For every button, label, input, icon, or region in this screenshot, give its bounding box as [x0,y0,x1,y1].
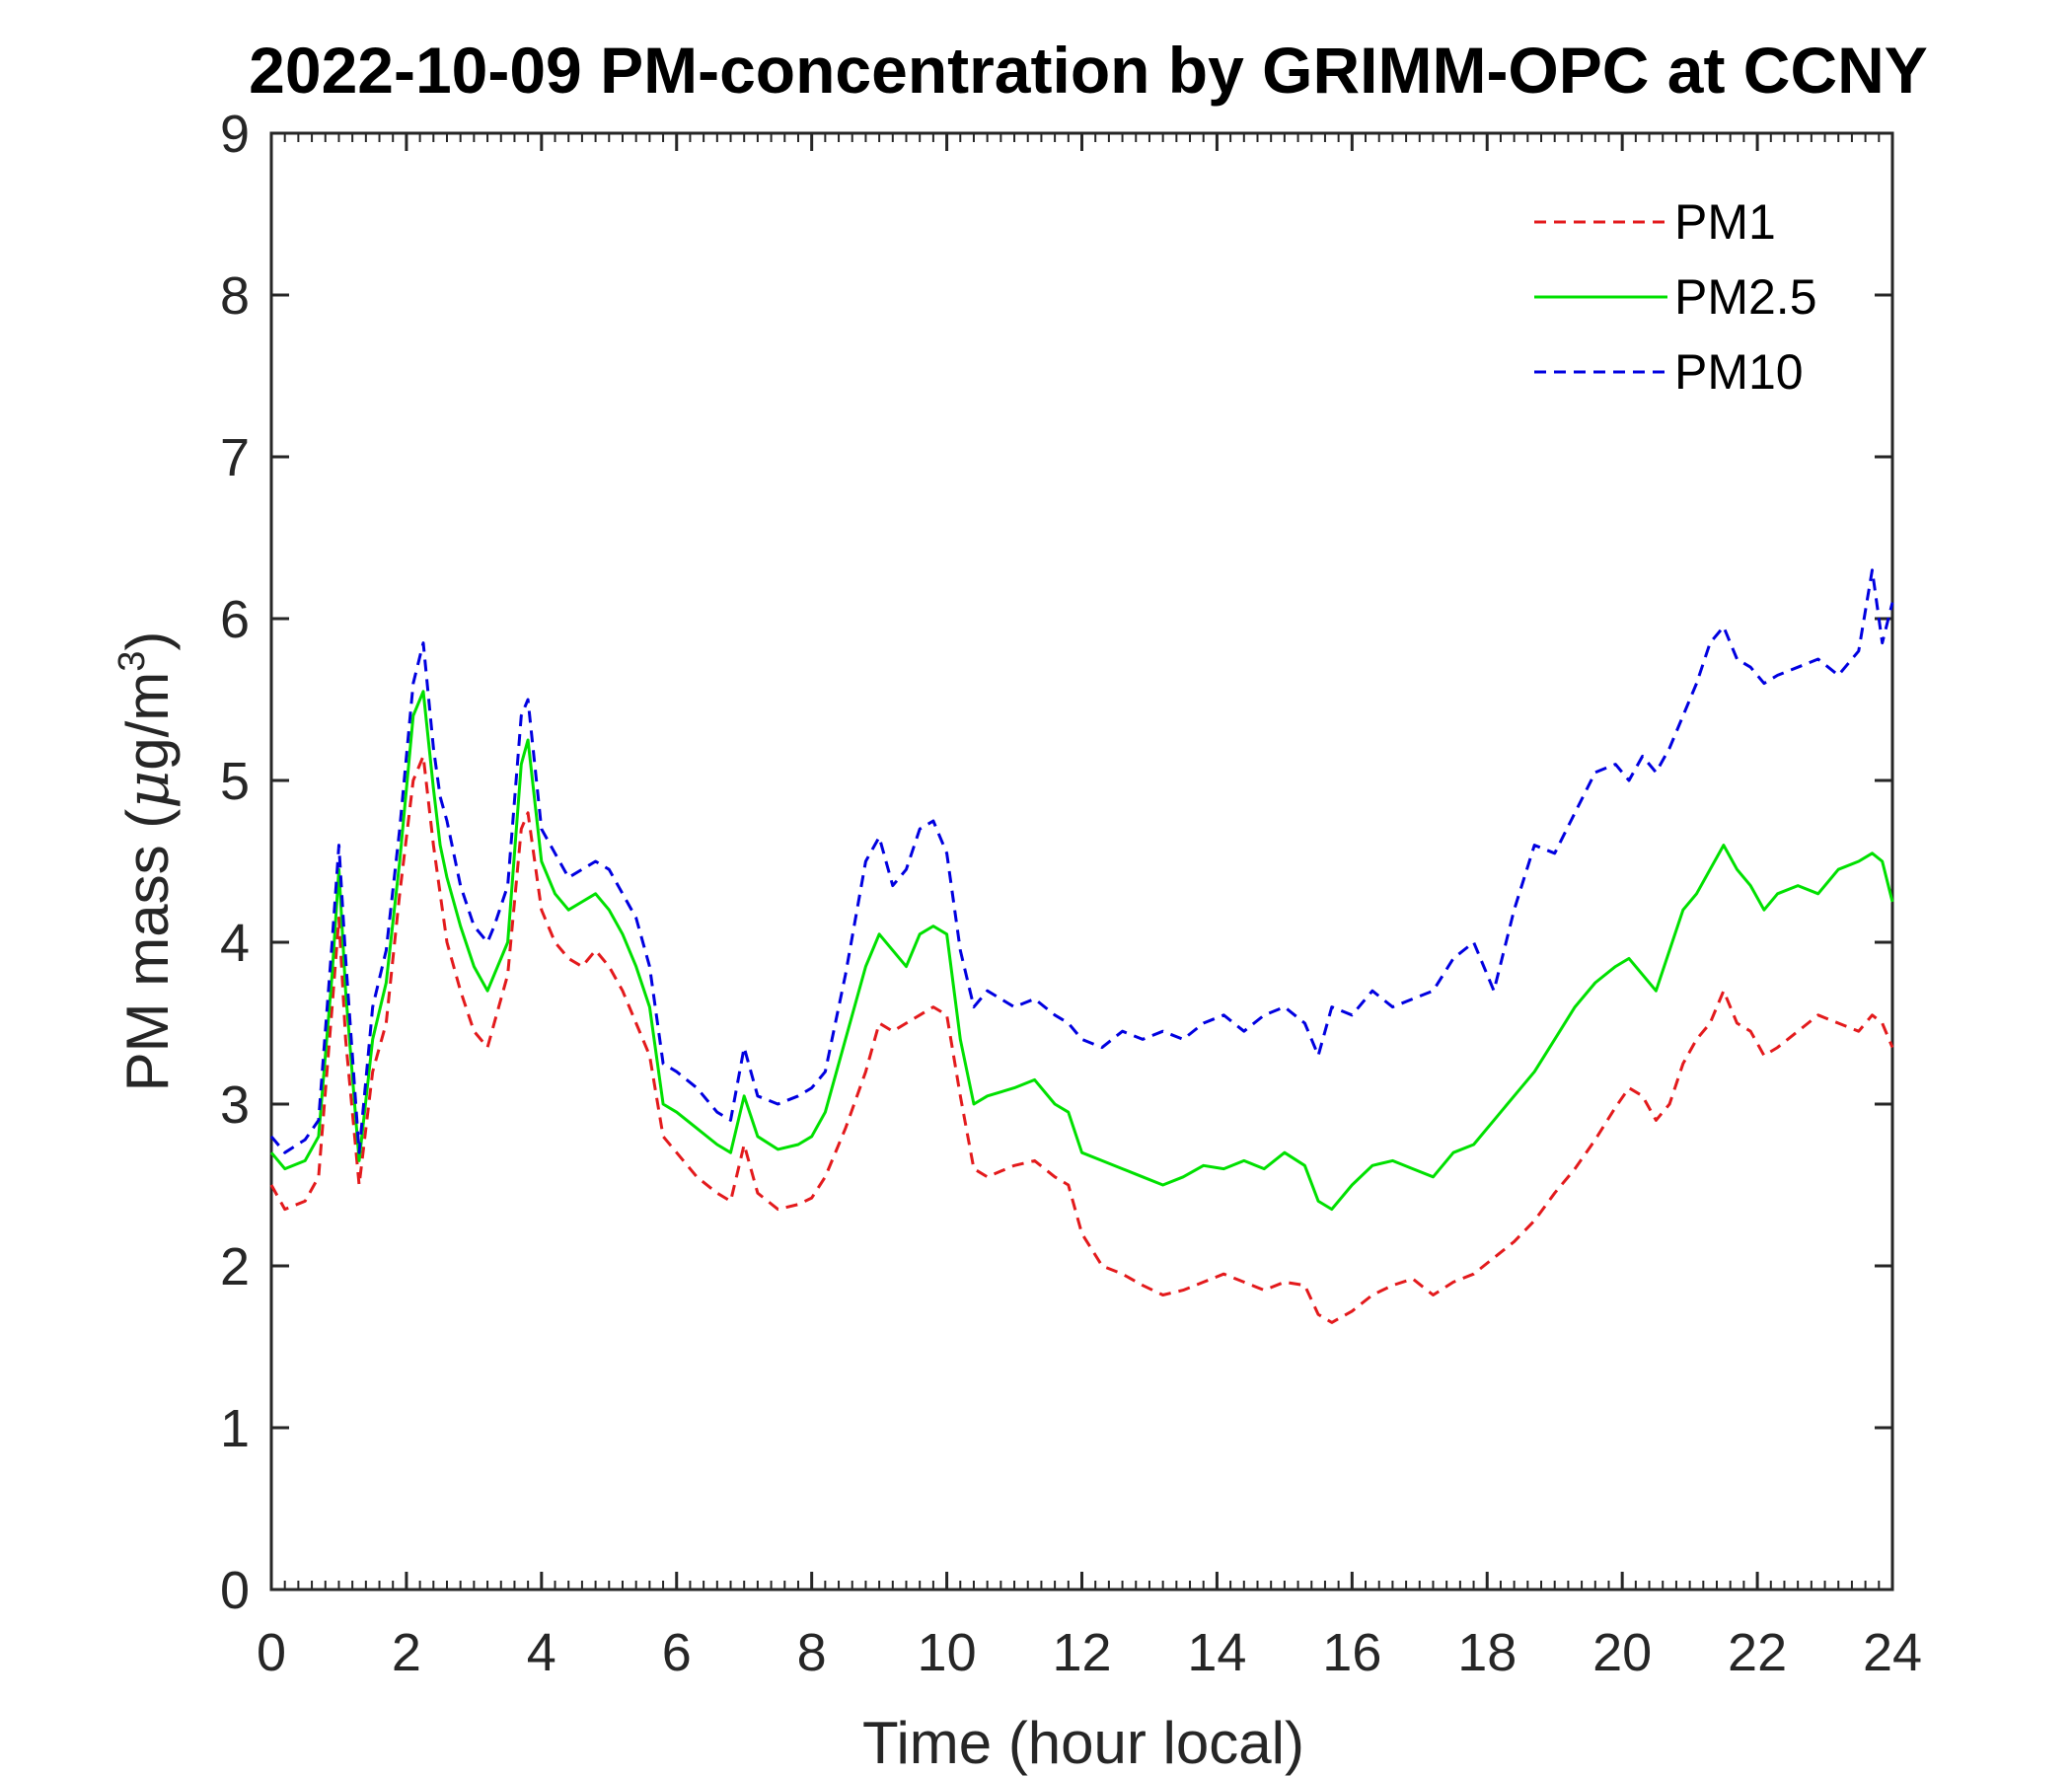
y-tick-label: 8 [220,266,250,326]
x-tick-label: 12 [1052,1623,1111,1682]
x-tick-label: 16 [1322,1623,1381,1682]
y-tick-label: 1 [220,1399,250,1458]
x-tick-label: 4 [527,1623,556,1682]
x-tick-label: 18 [1457,1623,1517,1682]
x-tick-label: 0 [257,1623,286,1682]
x-tick-label: 6 [662,1623,692,1682]
x-tick-label: 8 [797,1623,827,1682]
legend-label-pm25: PM2.5 [1674,269,1817,325]
y-tick-label: 7 [220,428,250,487]
legend: PM1 PM2.5 PM10 [1534,194,1817,400]
major-ticks [269,131,1894,1591]
x-tick-label: 14 [1187,1623,1246,1682]
y-axis-label-suffix: ) [114,631,181,651]
y-tick-label: 3 [220,1075,250,1135]
legend-label-pm1: PM1 [1674,194,1776,250]
x-tick-labels: 0 2 4 6 8 10 12 14 16 18 20 22 24 [257,1623,1922,1682]
y-axis-label-prefix: PM mass ( [114,809,181,1092]
y-tick-label: 5 [220,752,250,811]
y-tick-label: 6 [220,590,250,649]
x-tick-label: 10 [918,1623,977,1682]
y-axis-label-exponent: 3 [111,651,153,672]
minor-ticks [270,133,1893,1590]
series-line-pm25 [269,690,1894,1212]
legend-label-pm10: PM10 [1674,344,1804,400]
x-tick-label: 24 [1863,1623,1922,1682]
series-line-pm10 [269,568,1894,1154]
series-line-pm1 [269,754,1894,1324]
x-tick-label: 22 [1728,1623,1787,1682]
y-axis-label-unit: g/m [114,672,181,771]
y-tick-label: 0 [220,1561,250,1620]
x-tick-label: 20 [1592,1623,1652,1682]
y-axis-label-mu: μ [113,771,183,809]
y-tick-label: 2 [220,1237,250,1296]
y-tick-labels: 0 1 2 3 4 5 6 7 8 9 [220,105,250,1620]
series-lines [269,568,1894,1324]
y-tick-label: 9 [220,105,250,164]
y-tick-label: 4 [220,914,250,973]
chart-title: 2022-10-09 PM-concentration by GRIMM-OPC… [249,34,1928,107]
x-tick-label: 2 [392,1623,421,1682]
y-axis-label: PM mass (μg/m3) [111,631,183,1092]
x-axis-label: Time (hour local) [862,1710,1304,1776]
